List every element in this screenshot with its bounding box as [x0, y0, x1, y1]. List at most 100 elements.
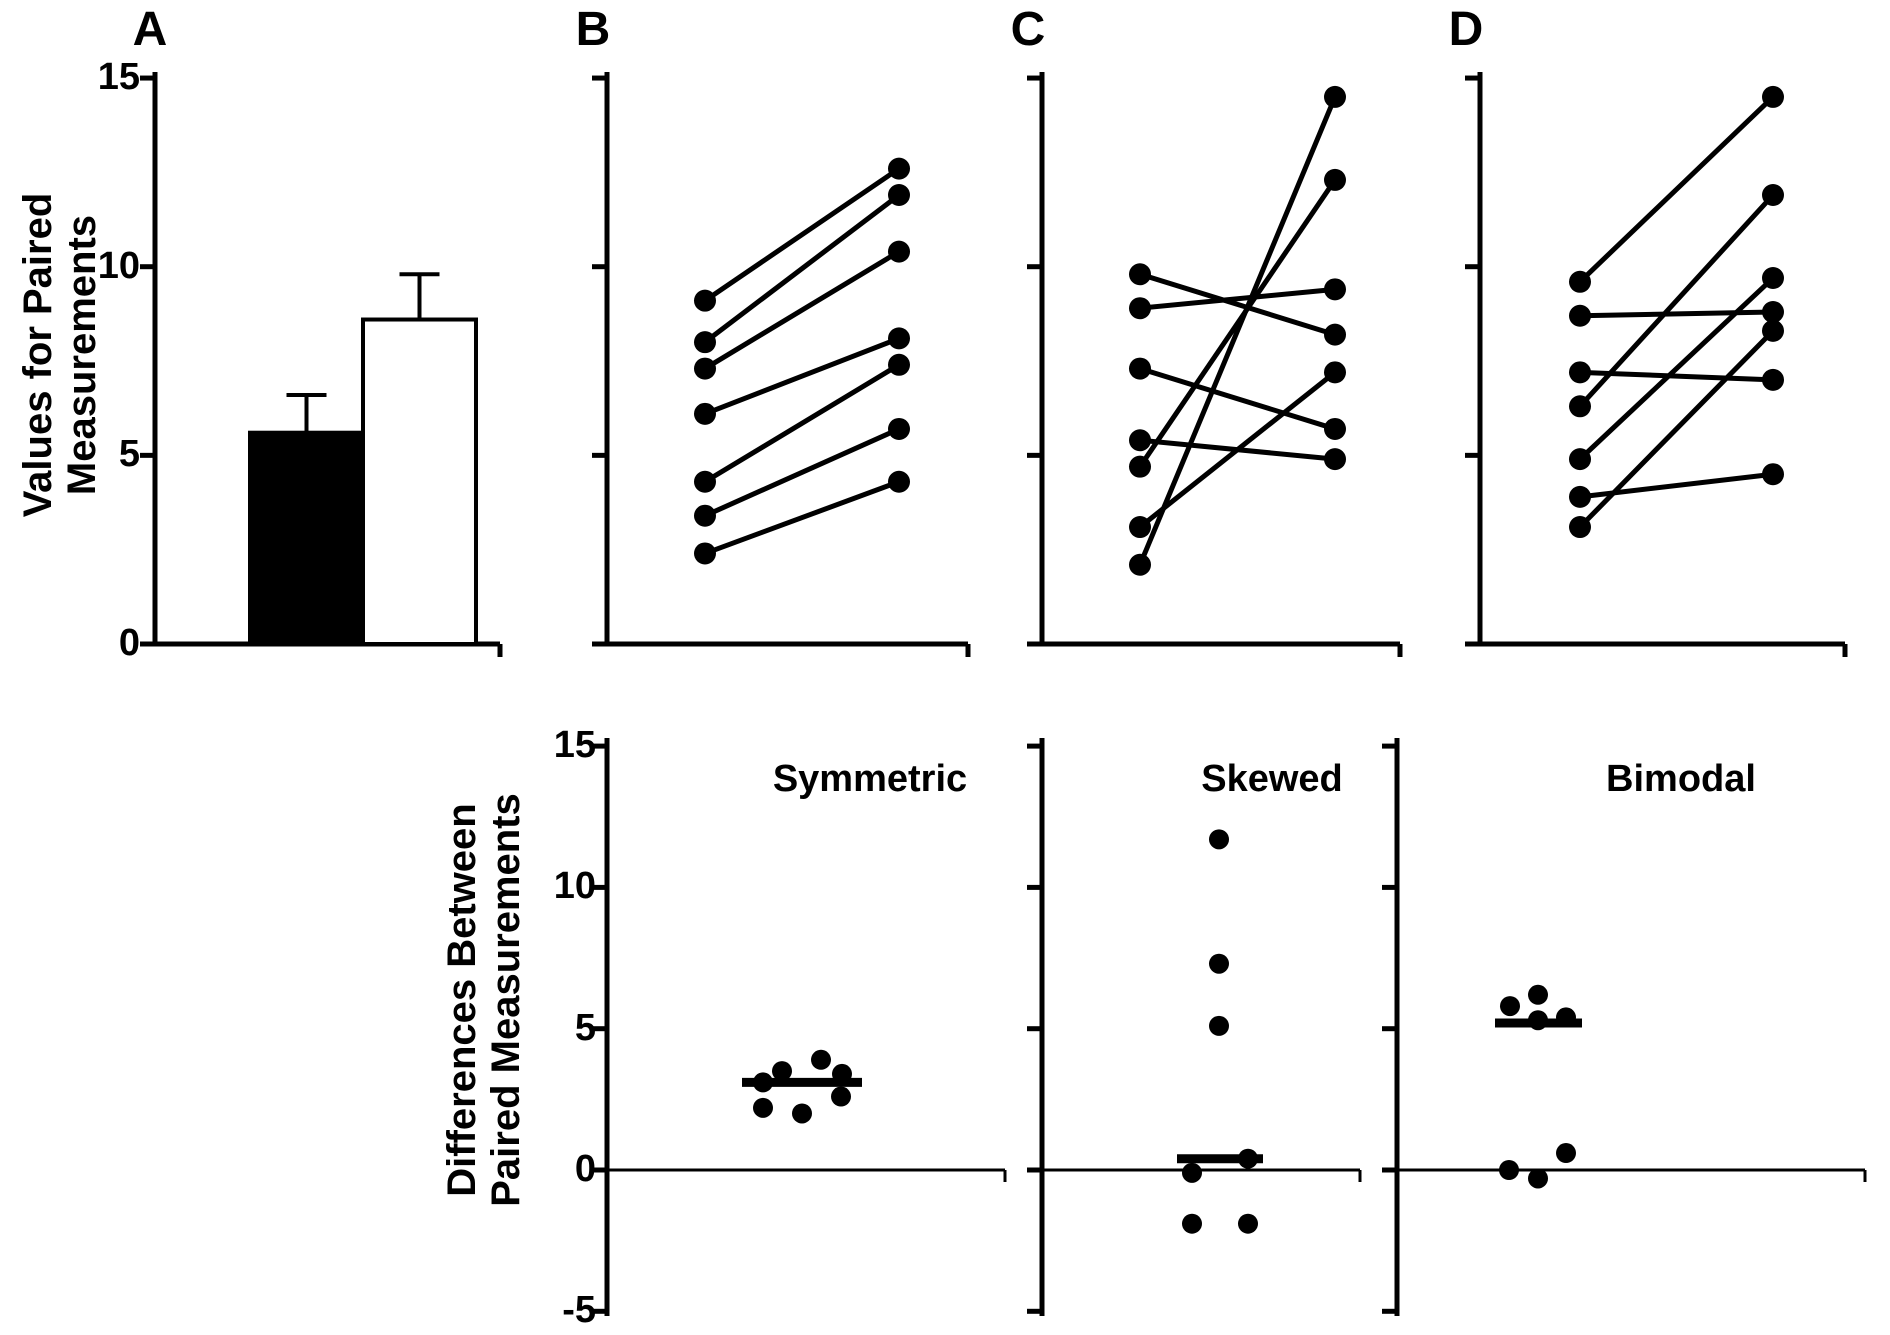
- panel-B-right-point-7: [888, 470, 910, 493]
- panel-D-right-point-2: [1762, 300, 1784, 323]
- bottom-y-axis-label-line1: Differences Between: [440, 803, 484, 1197]
- bottom-y-axis-label-line2: Paired Measurements: [484, 793, 528, 1207]
- bimodal-dot-2: [1500, 996, 1520, 1017]
- panel-B-left-point-4: [694, 402, 716, 425]
- symmetric-dot-4: [753, 1072, 773, 1093]
- panel-D-pair-line-6: [1579, 471, 1774, 500]
- panel-D-pair-line-2: [1579, 309, 1774, 319]
- bimodal-dot-5: [1556, 1143, 1576, 1164]
- panel-B-right-point-6: [888, 417, 910, 440]
- panel-B-right-point-1: [888, 157, 910, 180]
- panel-D-left-point-1: [1569, 270, 1591, 293]
- panel-C-right-point-2: [1324, 278, 1346, 301]
- panel-C-left-point-5: [1129, 455, 1151, 478]
- panel-B-left-point-3: [694, 357, 716, 380]
- panel-C-left-point-1: [1129, 263, 1151, 286]
- panel-D-right-point-5: [1762, 267, 1784, 290]
- top-tick-label-10: 10: [97, 245, 140, 287]
- panel-B-pair-line-1: [703, 166, 901, 303]
- panel-C-left-point-6: [1129, 516, 1151, 539]
- panel-D-pair-line-1: [1578, 95, 1775, 284]
- bottom-tick-label-15: 15: [553, 724, 596, 766]
- skewed-dot-1: [1209, 829, 1229, 850]
- bar-2: [361, 317, 478, 646]
- bottom-tick-label-neg5: -5: [562, 1289, 596, 1331]
- panel-D-left-point-3: [1569, 361, 1591, 384]
- panel-B-left-point-1: [694, 289, 716, 312]
- panel-C-left-point-7: [1129, 553, 1151, 576]
- panel-D-right-point-7: [1762, 319, 1784, 342]
- bottom-tick-label-5: 5: [574, 1007, 596, 1049]
- panel-C-right-point-6: [1324, 361, 1346, 384]
- symmetric-dot-5: [831, 1086, 851, 1107]
- panel-C-pair-line-5: [1137, 178, 1338, 469]
- top-y-axis-label-line1: Values for Paired: [16, 192, 60, 518]
- panel-B-left-point-6: [694, 504, 716, 527]
- bimodal-dot-7: [1528, 1168, 1548, 1189]
- symmetric-dot-3: [832, 1063, 852, 1084]
- panel-B-left-point-2: [694, 331, 716, 354]
- panel-a-letter: A: [132, 3, 168, 56]
- panel-b-letter: B: [575, 3, 611, 56]
- panel-B-pair-line-5: [703, 362, 901, 484]
- panel-D-pair-line-4: [1578, 193, 1775, 408]
- symmetric-dot-7: [792, 1103, 812, 1124]
- panel-D-left-point-6: [1569, 485, 1591, 508]
- bimodal-dot-6: [1499, 1160, 1519, 1180]
- panel-D-right-point-1: [1762, 85, 1784, 108]
- panel-d-letter: D: [1448, 3, 1484, 56]
- panel-B-left-point-5: [694, 470, 716, 493]
- panel-B-pair-line-6: [703, 426, 901, 519]
- panel-B-right-point-2: [888, 184, 910, 207]
- panel-D-right-point-4: [1762, 184, 1784, 207]
- panel-C-right-point-3: [1324, 417, 1346, 440]
- skewed-dot-3: [1209, 1015, 1229, 1036]
- panel-C-pair-line-6: [1138, 370, 1337, 529]
- panel-D-right-point-6: [1762, 463, 1784, 486]
- panel-c-letter: C: [1010, 3, 1046, 56]
- panel-C-pair-line-2: [1139, 286, 1336, 311]
- top-tick-label-15: 15: [97, 56, 140, 98]
- bimodal-dot-3: [1556, 1007, 1576, 1028]
- panel-C-right-point-4: [1324, 448, 1346, 471]
- panel-D-left-point-5: [1569, 448, 1591, 471]
- panel-D-pair-line-7: [1578, 329, 1775, 529]
- top-tick-label-5: 5: [118, 433, 140, 475]
- top-y-axis-label-line2: Measurements: [60, 214, 104, 496]
- bottom-tick-label-0: 0: [574, 1148, 596, 1190]
- panel-B-right-point-3: [888, 240, 910, 263]
- panel-C-pair-line-7: [1137, 95, 1338, 566]
- bottom-tick-label-10: 10: [553, 865, 596, 907]
- panel-C-right-point-7: [1324, 85, 1346, 108]
- bimodal-dot-4: [1528, 1010, 1548, 1031]
- panel-C-right-point-5: [1324, 168, 1346, 191]
- panel-B-pair-line-3: [703, 249, 901, 371]
- skewed-dot-5: [1182, 1162, 1202, 1183]
- panel-B-right-point-5: [888, 353, 910, 376]
- panel-D-pair-line-5: [1578, 276, 1775, 461]
- panel-C-right-point-1: [1324, 323, 1346, 346]
- symmetric-title: Symmetric: [772, 758, 968, 800]
- panel-B-right-point-4: [888, 327, 910, 350]
- bar-1: [248, 430, 365, 646]
- skewed-dot-7: [1238, 1213, 1258, 1234]
- skewed-dot-6: [1182, 1213, 1202, 1234]
- bimodal-title: Bimodal: [1606, 758, 1756, 800]
- panel-B-pair-line-4: [704, 336, 900, 417]
- panel-B-pair-line-7: [704, 479, 900, 556]
- bimodal-dot-1: [1528, 984, 1548, 1005]
- skewed-dot-4: [1238, 1148, 1258, 1169]
- panel-C-left-point-4: [1129, 429, 1151, 452]
- symmetric-dot-2: [772, 1061, 792, 1082]
- panel-D-left-point-7: [1569, 516, 1591, 539]
- panel-B-pair-line-2: [703, 193, 901, 345]
- panel-B-left-point-7: [694, 542, 716, 565]
- panel-C-pair-line-3: [1139, 366, 1336, 432]
- skewed-dot-2: [1209, 953, 1229, 974]
- panel-C-left-point-2: [1129, 297, 1151, 320]
- symmetric-dot-1: [811, 1049, 831, 1070]
- symmetric-dot-6: [753, 1097, 773, 1118]
- panel-C-pair-line-1: [1139, 271, 1336, 338]
